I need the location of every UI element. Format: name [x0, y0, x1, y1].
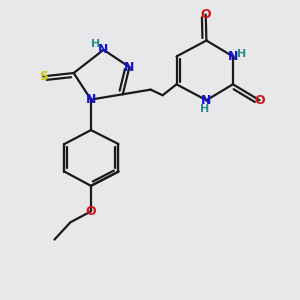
- Text: H: H: [92, 39, 101, 50]
- Text: N: N: [86, 93, 96, 106]
- Text: O: O: [85, 205, 96, 218]
- Text: N: N: [124, 61, 135, 74]
- Text: N: N: [98, 43, 109, 56]
- Text: H: H: [237, 49, 246, 59]
- Text: H: H: [200, 103, 209, 114]
- Text: O: O: [254, 94, 265, 107]
- Text: S: S: [39, 70, 48, 83]
- Text: O: O: [200, 8, 211, 21]
- Text: N: N: [228, 50, 238, 63]
- Text: N: N: [201, 94, 212, 107]
